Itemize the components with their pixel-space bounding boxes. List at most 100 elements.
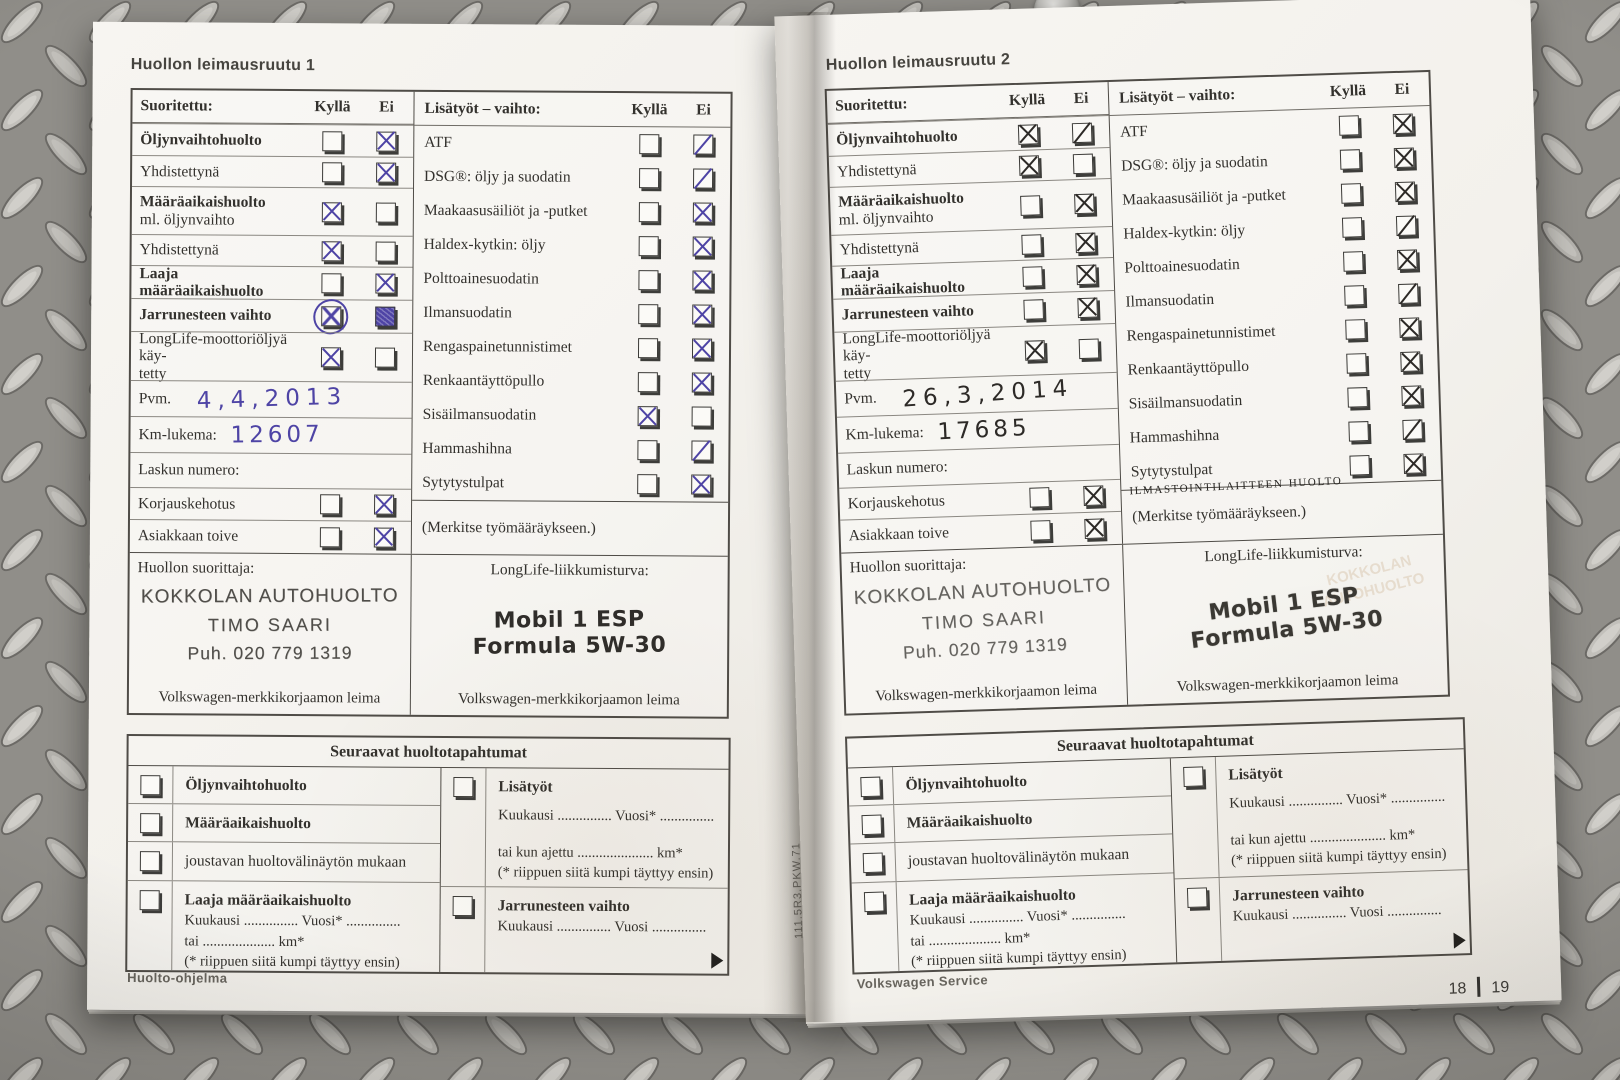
checkbox-ei[interactable] [373, 527, 394, 548]
checkbox-ei[interactable] [1075, 232, 1096, 254]
checkbox-kylla[interactable] [1341, 217, 1363, 238]
checkbox-kylla[interactable] [1348, 421, 1369, 442]
checkbox-ei[interactable] [1078, 338, 1100, 360]
checkbox-ei[interactable] [1392, 113, 1414, 135]
checkbox-ei[interactable] [691, 474, 712, 495]
checkbox-ei[interactable] [691, 440, 712, 461]
checkbox-kylla[interactable] [637, 338, 659, 359]
checkbox-ei[interactable] [692, 202, 713, 223]
checkbox[interactable] [452, 896, 473, 917]
checkbox-ei[interactable] [376, 162, 397, 183]
checkbox[interactable] [139, 890, 160, 911]
checkbox-ei[interactable] [691, 406, 712, 427]
checkbox-ei[interactable] [1076, 264, 1097, 286]
checkbox-ei[interactable] [1393, 147, 1415, 169]
row-label: Sytytystulpat [422, 474, 505, 492]
checkbox-ei[interactable] [375, 202, 396, 223]
checkbox-kylla[interactable] [1020, 194, 1041, 216]
checkbox-kylla[interactable] [319, 527, 340, 548]
checkbox-ei[interactable] [693, 134, 714, 155]
checkbox-kylla[interactable] [637, 440, 658, 461]
checkbox-kylla[interactable] [637, 372, 658, 393]
checkbox-kylla[interactable] [1018, 155, 1040, 177]
checkbox-kylla[interactable] [1339, 149, 1361, 170]
checkbox-ei[interactable] [691, 338, 713, 359]
checkbox[interactable] [453, 777, 474, 798]
checkbox-ei[interactable] [1084, 518, 1105, 539]
checkbox-ei[interactable] [1071, 122, 1093, 143]
checkbox-ei[interactable] [691, 372, 712, 393]
checkbox-kylla[interactable] [1029, 487, 1050, 509]
checkbox[interactable] [140, 775, 161, 796]
checkbox-ei[interactable] [1072, 153, 1094, 175]
checkbox-kylla[interactable] [321, 241, 342, 262]
checkbox-ei[interactable] [375, 306, 396, 327]
table-row: ATF [414, 126, 730, 162]
checkbox-ei[interactable] [692, 236, 713, 257]
checkbox-kylla[interactable] [638, 270, 659, 291]
checkbox-kylla[interactable] [1024, 340, 1046, 361]
checkbox-kylla[interactable] [1349, 455, 1371, 476]
checkbox-ei[interactable] [1394, 181, 1416, 203]
checkbox-ei[interactable] [376, 131, 397, 152]
checkbox-kylla[interactable] [321, 273, 342, 294]
checkbox[interactable] [140, 813, 161, 834]
checkbox-ei[interactable] [1401, 385, 1422, 406]
checkbox-ei[interactable] [692, 304, 713, 325]
column-header: Suoritettu: [140, 97, 213, 115]
checkbox-kylla[interactable] [638, 304, 659, 325]
checkbox-kylla[interactable] [1022, 266, 1043, 287]
checkbox[interactable] [860, 776, 881, 798]
checkbox-kylla[interactable] [639, 134, 660, 155]
checkbox-kylla[interactable] [639, 168, 660, 189]
checkbox-kylla[interactable] [1346, 353, 1367, 374]
option-label: joustavan huoltovälinäytön mukaan [184, 852, 407, 871]
checkbox-ei[interactable] [692, 270, 713, 291]
row-label: Rengaspainetunnistimet [1126, 323, 1276, 345]
checkbox-kylla[interactable] [1345, 319, 1366, 340]
checkbox-kylla[interactable] [322, 162, 343, 183]
checkbox-kylla[interactable] [320, 347, 342, 368]
checkbox-ei[interactable] [1077, 297, 1098, 319]
checkbox-kylla[interactable] [1023, 299, 1044, 320]
checkbox-ei[interactable] [374, 494, 395, 516]
checkbox-ei[interactable] [375, 241, 396, 262]
checkbox[interactable] [1186, 887, 1208, 908]
checkbox-kylla[interactable] [638, 236, 659, 257]
checkbox-kylla[interactable] [1343, 251, 1364, 272]
checkbox-kylla[interactable] [1347, 387, 1368, 408]
checkbox-kylla[interactable] [1338, 115, 1360, 136]
checkbox-ei[interactable] [1396, 249, 1418, 271]
checkbox-ei[interactable] [1400, 351, 1421, 372]
checkbox-ei[interactable] [1074, 193, 1095, 214]
checkbox-ei[interactable] [1395, 215, 1417, 237]
checkbox-kylla[interactable] [1340, 183, 1362, 204]
row-label: Haldex-kytkin: öljy [423, 236, 546, 254]
checkbox[interactable] [1183, 766, 1204, 788]
next-services-title: Seuraavat huoltotapahtumat [128, 736, 729, 770]
checkbox[interactable] [139, 851, 160, 872]
checkbox-kylla[interactable] [637, 474, 658, 495]
checkbox-kylla[interactable] [322, 130, 343, 151]
checkbox-ei[interactable] [1402, 419, 1423, 440]
checkbox-ei[interactable] [693, 168, 714, 189]
service-stamp-table: Suoritettu: Kyllä Ei Öljynvaihtohuolto Y… [126, 88, 733, 719]
checkbox[interactable] [861, 814, 883, 836]
checkbox-kylla[interactable] [1030, 520, 1051, 541]
checkbox[interactable] [862, 852, 884, 874]
checkbox-kylla[interactable] [637, 406, 658, 427]
checkbox-kylla[interactable] [321, 201, 342, 222]
checkbox-kylla[interactable] [321, 306, 342, 327]
checkbox-ei[interactable] [375, 273, 396, 294]
checkbox-kylla[interactable] [1021, 234, 1042, 255]
checkbox-ei[interactable] [1398, 283, 1419, 305]
checkbox-ei[interactable] [374, 347, 396, 368]
checkbox-kylla[interactable] [638, 202, 659, 223]
checkbox[interactable] [863, 891, 885, 913]
checkbox-ei[interactable] [1403, 453, 1425, 474]
checkbox-ei[interactable] [1399, 317, 1420, 339]
checkbox-kylla[interactable] [1344, 285, 1365, 306]
checkbox-kylla[interactable] [1017, 123, 1039, 145]
checkbox-kylla[interactable] [320, 494, 341, 515]
checkbox-ei[interactable] [1083, 485, 1104, 507]
